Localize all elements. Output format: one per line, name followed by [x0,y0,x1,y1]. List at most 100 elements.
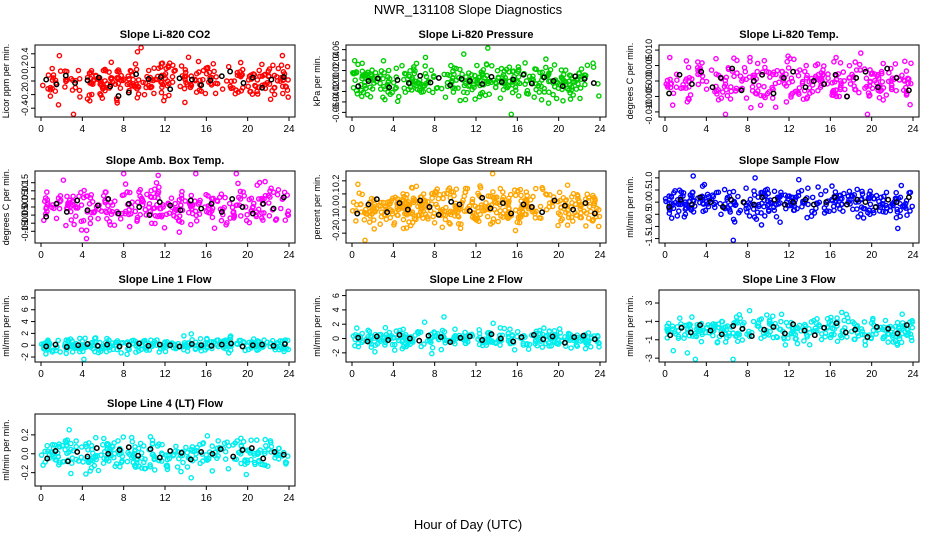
data-point [460,89,467,95]
data-point [455,208,461,214]
highlight-point [239,204,246,210]
data-point [538,83,545,90]
data-point [907,208,913,214]
chart-title: Slope Line 2 Flow [430,274,523,286]
highlight-point [94,342,101,349]
data-point [44,442,51,449]
data-point [222,456,229,462]
x-tick-label: 16 [201,250,213,261]
data-point [91,208,98,215]
data-point [754,209,761,216]
data-point [110,443,116,450]
data-point [270,62,276,69]
data-point [795,192,802,199]
x-tick-label: 4 [80,493,86,504]
data-point [730,356,736,363]
data-point [487,193,494,200]
highlight-point [354,210,361,217]
data-point [53,215,60,222]
data-point [198,347,205,354]
highlight-point [248,445,255,452]
highlight-point [145,76,152,82]
data-point [98,208,105,214]
highlight-point [374,75,381,82]
data-point [518,214,524,220]
data-point [829,89,836,95]
data-point [507,326,513,333]
data-point [262,178,268,185]
data-point [719,318,726,325]
data-point [455,85,461,91]
x-axis-caption: Hour of Day (UTC) [413,517,523,532]
x-tick-label: 20 [553,124,565,135]
data-point [538,97,545,103]
data-point [145,67,152,74]
x-tick-label: 20 [866,250,878,261]
highlight-point [728,196,735,203]
data-point [433,201,439,208]
data-point [148,84,155,90]
highlight-point [259,84,266,91]
data-point [68,75,74,82]
data-point [878,87,885,93]
data-point [100,460,107,467]
data-point [369,86,376,92]
data-point [565,211,572,217]
data-point [750,318,757,325]
data-point [78,444,85,450]
data-point [575,193,581,199]
data-point [166,92,172,99]
data-point [759,69,766,75]
highlight-point [133,71,140,78]
data-point [783,99,790,105]
data-point [784,58,791,65]
data-point [50,72,57,78]
data-point [888,86,895,93]
data-point [385,74,391,80]
data-point [741,64,748,71]
data-point [108,76,115,83]
highlight-point [697,194,704,201]
highlight-point [84,341,91,347]
data-point [152,220,158,227]
highlight-point [373,196,380,203]
highlight-point [667,332,674,339]
data-point [538,215,544,221]
data-point [86,200,93,207]
data-point [833,54,839,61]
data-point [853,67,860,73]
data-point [828,314,834,321]
y-tick-label: 0.04 [331,51,341,69]
data-point [898,182,905,189]
highlight-point [125,444,132,451]
data-point [383,206,389,212]
data-point [852,86,859,93]
data-point [153,179,160,186]
data-point [517,186,524,193]
data-point [700,208,706,215]
highlight-point [167,86,174,93]
y-axis-label: kPa per min. [312,56,322,107]
data-point [888,84,895,91]
data-point [70,193,76,200]
data-point [158,450,165,457]
data-point [685,64,692,71]
chart-title: Slope Gas Stream RH [419,155,532,167]
data-point [507,191,514,198]
data-point [279,90,286,97]
data-point [494,200,501,206]
data-point [772,104,779,110]
data-point [55,102,62,108]
data-point [692,356,699,363]
data-point [736,311,743,318]
highlight-point [167,447,174,454]
highlight-point [53,81,60,88]
highlight-point [570,206,577,213]
data-point [758,222,765,228]
x-tick-label: 16 [825,369,837,380]
data-point [703,78,710,85]
data-point [485,80,491,87]
data-point [155,172,161,179]
highlight-point [479,194,486,201]
x-tick-label: 24 [594,124,606,135]
